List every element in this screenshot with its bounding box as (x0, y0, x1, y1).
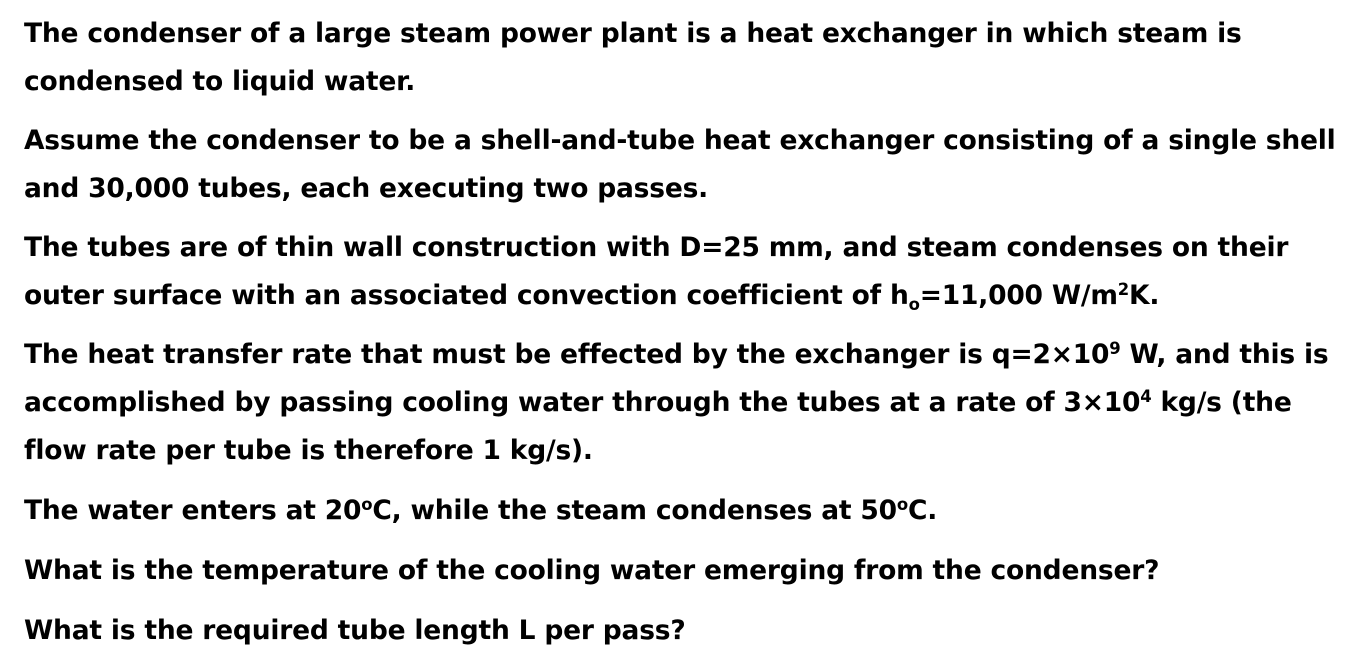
text-segment: The tubes are of thin wall construction … (24, 232, 1289, 311)
paragraph-temperatures: The water enters at 20oC, while the stea… (24, 487, 1354, 535)
paragraph-shell-and-tube: Assume the condenser to be a shell-and-t… (24, 125, 1336, 204)
question-tube-length: What is the required tube length L per p… (24, 615, 686, 646)
paragraph-condenser-intro: The condenser of a large steam power pla… (24, 18, 1242, 97)
subscript: o (908, 294, 920, 314)
text-segment: C. (907, 495, 938, 526)
text-segment: K. (1128, 280, 1160, 311)
text-segment: The heat transfer rate that must be effe… (24, 339, 1110, 370)
text-segment: The water enters at 20 (24, 495, 362, 526)
degree-superscript: o (361, 494, 373, 514)
superscript: 2 (1117, 279, 1129, 299)
text-segment: =11,000 W/m (919, 280, 1118, 311)
text-segment: kg/s (the flow rate per tube is therefor… (24, 387, 1292, 466)
question-outlet-temperature: What is the temperature of the cooling w… (24, 555, 1160, 586)
superscript: 4 (1140, 386, 1152, 406)
text-segment: W, and this is accomplished by passing c… (24, 339, 1329, 418)
problem-statement: The condenser of a large steam power pla… (24, 10, 1354, 667)
paragraph-heat-transfer-rate: The heat transfer rate that must be effe… (24, 331, 1354, 475)
degree-superscript: o (896, 494, 908, 514)
text-segment: C, while the steam condenses at 50 (372, 495, 897, 526)
paragraph-tube-construction: The tubes are of thin wall construction … (24, 224, 1354, 320)
superscript: 9 (1109, 338, 1121, 358)
